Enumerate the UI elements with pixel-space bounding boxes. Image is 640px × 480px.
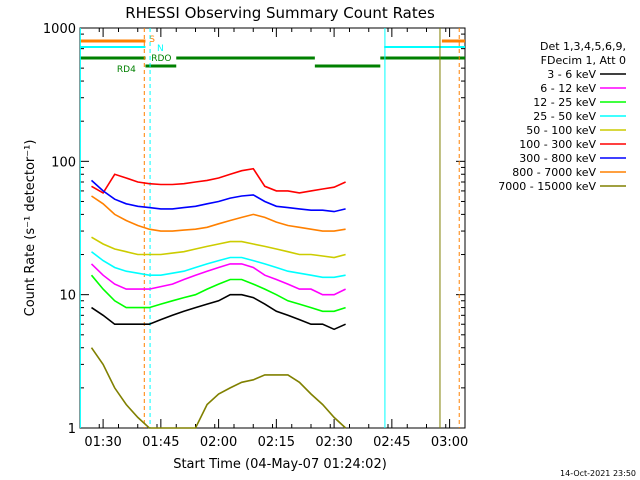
legend-header: FDecim 1, Att 0 <box>541 54 626 67</box>
x-tick-label: 01:30 <box>84 435 121 450</box>
series-lines <box>90 167 347 429</box>
flag-label-n: N <box>157 44 164 54</box>
legend-entry: 300 - 800 keV <box>519 152 596 165</box>
flag-label-rdo: RDO <box>151 54 171 64</box>
y-axis: 1 10 100 1000 <box>43 22 465 437</box>
legend-entry: 50 - 100 keV <box>526 124 596 137</box>
legend-entry: 12 - 25 keV <box>533 96 596 109</box>
x-tick-label: 03:00 <box>431 435 468 450</box>
y-tick-label: 1 <box>68 422 76 437</box>
legend-header: Det 1,3,4,5,6,9, <box>540 40 626 53</box>
series-line <box>90 274 346 313</box>
legend: Det 1,3,4,5,6,9,FDecim 1, Att 03 - 6 keV… <box>498 40 626 193</box>
x-tick-label: 02:15 <box>258 435 295 450</box>
legend-entry: 800 - 7000 keV <box>512 166 596 179</box>
y-tick-label: 1000 <box>43 22 76 37</box>
x-tick-label: 02:45 <box>373 435 410 450</box>
legend-entry: 100 - 300 keV <box>519 138 596 151</box>
event-markers <box>79 28 460 428</box>
x-tick-label: 02:30 <box>315 435 352 450</box>
x-tick-label: 02:00 <box>200 435 237 450</box>
series-line <box>90 347 347 429</box>
legend-entry: 25 - 50 keV <box>533 110 596 123</box>
legend-entry: 3 - 6 keV <box>547 68 596 81</box>
series-line <box>91 236 346 259</box>
series-line <box>91 293 346 331</box>
series-line <box>90 263 346 296</box>
x-axis: 01:30 01:45 02:00 02:15 02:30 02:45 03:00 <box>79 28 468 450</box>
x-tick-label: 01:45 <box>142 435 179 450</box>
series-line <box>90 179 346 213</box>
legend-entry: 6 - 12 keV <box>540 82 596 95</box>
y-axis-label: Count Rate (s⁻¹ detector⁻¹) <box>23 140 38 317</box>
series-line <box>91 251 346 279</box>
legend-entry: 7000 - 15000 keV <box>498 180 596 193</box>
series-line <box>91 195 346 232</box>
flag-label-s: S <box>149 35 155 45</box>
plot-frame <box>79 27 466 429</box>
chart-title: RHESSI Observing Summary Count Rates <box>125 4 435 22</box>
y-tick-label: 100 <box>51 155 76 170</box>
series-line <box>91 167 346 194</box>
y-tick-label: 10 <box>59 289 76 304</box>
x-axis-label: Start Time (04-May-07 01:24:02) <box>173 457 387 472</box>
timestamp: 14-Oct-2021 23:50 <box>560 469 636 478</box>
flag-label-rd4: RD4 <box>117 65 136 75</box>
